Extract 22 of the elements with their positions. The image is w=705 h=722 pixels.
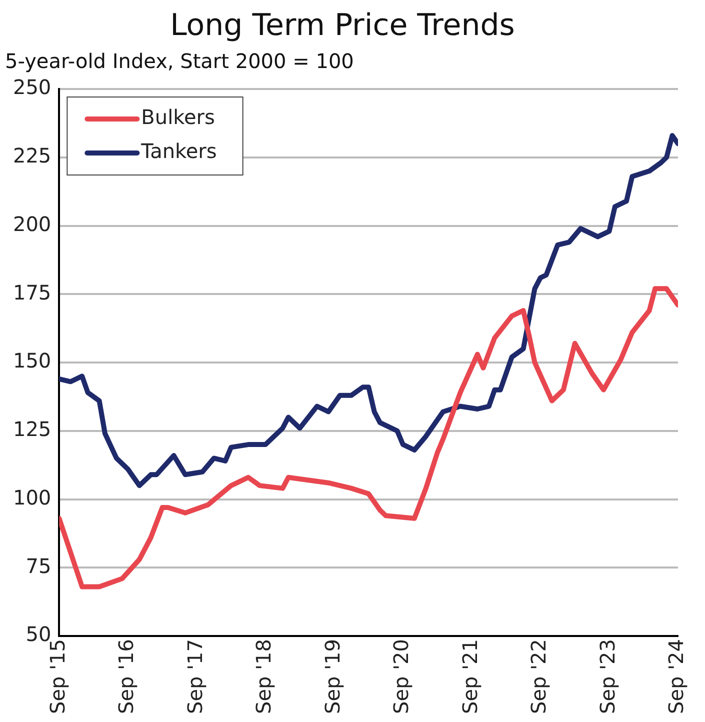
y-tick-label: 150	[12, 348, 52, 373]
y-tick-label: 125	[12, 417, 52, 442]
x-tick-label: Sep '24	[664, 639, 688, 714]
x-tick-label: Sep '19	[320, 639, 344, 714]
x-tick-label: Sep '16	[114, 639, 138, 714]
x-tick-label: Sep '17	[182, 639, 207, 714]
y-tick-label: 225	[12, 144, 52, 168]
x-tick-label: Sep '20	[389, 639, 414, 714]
y-tick-label: 50	[26, 622, 52, 646]
chart-subtitle: 5-year-old Index, Start 2000 = 100	[5, 49, 354, 74]
y-tick-label: 200	[12, 212, 52, 236]
y-tick-label: 250	[12, 75, 52, 100]
y-tick-label: 175	[12, 280, 52, 304]
chart-title: Long Term Price Trends	[170, 8, 515, 43]
y-tick-label: 100	[12, 485, 52, 510]
x-tick-label: Sep '23	[595, 639, 620, 714]
x-tick-label: Sep '22	[526, 639, 551, 714]
legend-label: Tankers	[140, 139, 217, 164]
legend-label: Bulkers	[141, 105, 215, 130]
x-tick-label: Sep '21	[458, 639, 482, 714]
x-tick-label: Sep '18	[252, 639, 276, 714]
y-tick-label: 75	[26, 554, 52, 578]
